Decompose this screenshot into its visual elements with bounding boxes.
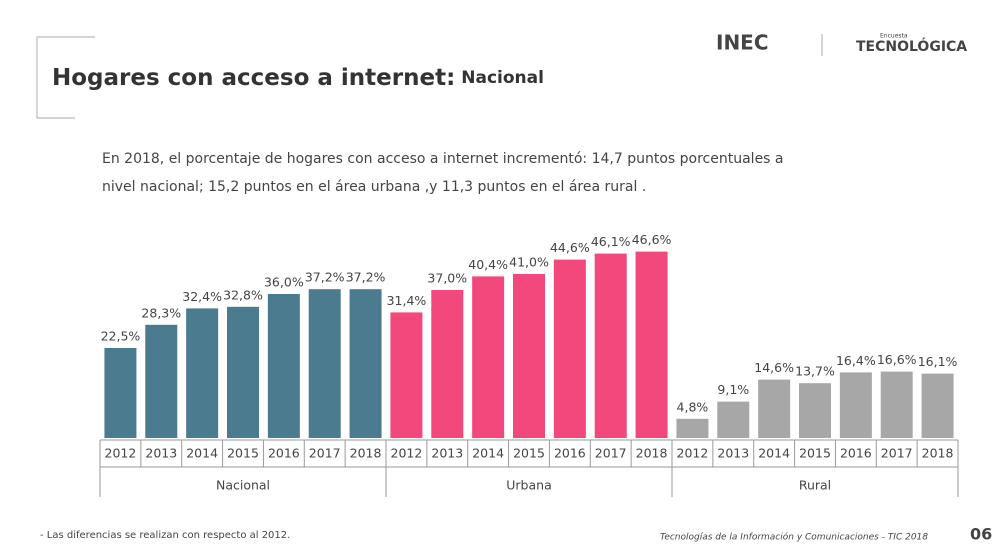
page-number: 06	[970, 525, 992, 544]
value-label: 16,1%	[918, 354, 958, 369]
value-label: 16,4%	[836, 353, 876, 368]
value-label: 37,0%	[427, 271, 467, 286]
bar	[758, 379, 791, 438]
value-label: 37,2%	[346, 270, 386, 285]
bar	[880, 371, 913, 438]
value-label: 9,1%	[717, 382, 749, 397]
x-tick-label: 2015	[799, 446, 831, 461]
x-tick-label: 2014	[758, 446, 790, 461]
group-label: Urbana	[506, 478, 551, 493]
bar	[513, 274, 545, 438]
value-label: 14,6%	[754, 360, 794, 375]
logo-brand: TECNOLÓGICA	[856, 37, 967, 55]
value-label: 37,2%	[305, 270, 345, 285]
bar	[227, 306, 259, 438]
value-label: 31,4%	[387, 293, 427, 308]
bar	[635, 251, 668, 438]
bar	[145, 324, 178, 438]
value-label: 40,4%	[468, 257, 508, 272]
value-label: 44,6%	[550, 240, 590, 255]
footnote: - Las diferencias se realizan con respec…	[40, 530, 290, 541]
value-label: 4,8%	[677, 399, 709, 414]
paragraph-line: nivel nacional; 15,2 puntos en el área u…	[102, 179, 646, 195]
title-sub: Nacional	[461, 68, 544, 88]
group-label: Rural	[799, 478, 831, 493]
x-tick-label: 2012	[105, 446, 137, 461]
bar	[717, 401, 750, 438]
x-tick-label: 2015	[513, 446, 545, 461]
bar	[839, 372, 872, 438]
bar	[799, 383, 831, 438]
bar	[186, 308, 219, 438]
x-tick-label: 2017	[595, 446, 627, 461]
value-label: 46,6%	[632, 232, 672, 247]
x-tick-label: 2016	[840, 446, 872, 461]
value-label: 13,7%	[795, 364, 835, 379]
x-tick-label: 2013	[717, 446, 749, 461]
bar	[104, 348, 137, 438]
x-tick-label: 2013	[145, 446, 177, 461]
paragraph-line: En 2018, el porcentaje de hogares con ac…	[102, 151, 784, 167]
value-label: 32,4%	[182, 289, 222, 304]
logo: INEC	[716, 31, 769, 55]
value-label: 41,0%	[509, 255, 549, 270]
x-tick-label: 2016	[268, 446, 300, 461]
x-tick-label: 2018	[636, 446, 668, 461]
value-label: 36,0%	[264, 275, 304, 290]
x-tick-label: 2015	[227, 446, 259, 461]
value-label: 16,6%	[877, 352, 917, 367]
x-tick-label: 2018	[350, 446, 382, 461]
bar	[349, 289, 382, 438]
footer-source: Tecnologías de la Información y Comunica…	[660, 532, 928, 543]
bar	[676, 418, 709, 438]
x-tick-label: 2018	[922, 446, 954, 461]
title: Hogares con acceso a internet: Nacional	[52, 65, 544, 91]
bar	[390, 312, 423, 438]
x-tick-label: 2016	[554, 446, 586, 461]
bar	[267, 294, 300, 438]
bar	[308, 289, 341, 438]
bar	[472, 276, 505, 438]
bar	[431, 290, 464, 438]
frame	[36, 36, 95, 119]
value-label: 28,3%	[141, 305, 181, 320]
logo-small: Encuesta	[880, 33, 908, 40]
group-label: Nacional	[216, 478, 270, 493]
title-main: Hogares con acceso a internet:	[52, 65, 455, 91]
x-tick-label: 2012	[677, 446, 709, 461]
x-tick-label: 2017	[309, 446, 341, 461]
x-tick-label: 2017	[881, 446, 913, 461]
x-tick-label: 2013	[431, 446, 463, 461]
bar	[594, 253, 627, 438]
value-label: 46,1%	[591, 234, 631, 249]
x-tick-label: 2012	[391, 446, 423, 461]
x-tick-label: 2014	[472, 446, 504, 461]
value-label: 22,5%	[101, 329, 141, 344]
bar	[921, 373, 954, 438]
value-label: 32,8%	[223, 287, 263, 302]
bar	[553, 259, 586, 438]
x-tick-label: 2014	[186, 446, 218, 461]
